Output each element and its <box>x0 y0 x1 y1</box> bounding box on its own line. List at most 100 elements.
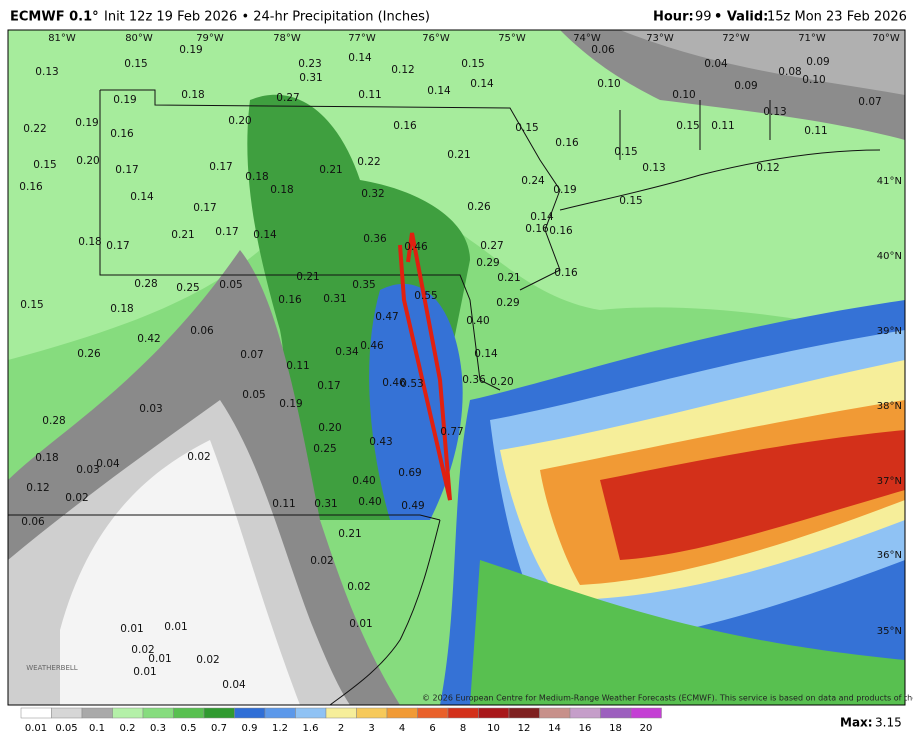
coastline <box>559 149 881 211</box>
legend-swatch <box>539 707 571 719</box>
precip-value: 0.02 <box>196 654 219 666</box>
precip-value: 0.03 <box>139 403 162 415</box>
precip-value: 0.29 <box>476 257 499 269</box>
precip-value: 0.69 <box>398 467 421 479</box>
precip-value: 0.02 <box>187 451 210 463</box>
precip-value: 0.21 <box>447 149 470 161</box>
precip-value: 0.31 <box>314 498 337 510</box>
precip-value: 0.05 <box>242 389 265 401</box>
credit: © 2026 European Centre for Medium-Range … <box>422 694 913 703</box>
precip-value: 0.18 <box>245 171 268 183</box>
legend-swatch <box>447 707 479 719</box>
precip-value: 0.11 <box>272 498 295 510</box>
precip-value: 0.26 <box>77 348 101 360</box>
precip-value: 0.14 <box>348 52 372 64</box>
precip-value: 0.53 <box>400 378 423 390</box>
precip-value: 0.10 <box>802 74 825 86</box>
precip-value: 0.40 <box>358 496 381 508</box>
precip-value: 0.23 <box>298 58 321 70</box>
legend-swatch <box>386 707 418 719</box>
precip-value: 0.15 <box>614 146 637 158</box>
longitude-label: 76°W <box>422 33 450 44</box>
legend-level: 6 <box>429 723 435 734</box>
legend-swatch <box>478 707 510 719</box>
precip-value: 0.77 <box>440 426 463 438</box>
precip-value: 0.36 <box>363 233 387 245</box>
legend-level: 2 <box>338 723 344 734</box>
legend-level: 0.5 <box>181 723 197 734</box>
legend-level: 14 <box>548 723 561 734</box>
legend-level: 12 <box>518 723 531 734</box>
precip-value: 0.11 <box>286 360 309 372</box>
valid-time: 15z Mon 23 Feb 2026 <box>767 10 907 25</box>
longitude-label: 71°W <box>798 33 826 44</box>
precip-value: 0.04 <box>222 679 246 691</box>
precip-value: 0.17 <box>106 240 129 252</box>
state-border <box>100 89 561 291</box>
precip-value: 0.17 <box>115 164 138 176</box>
precip-value: 0.14 <box>253 229 277 241</box>
precip-value: 0.17 <box>317 380 340 392</box>
legend-swatch <box>325 707 357 719</box>
legend-swatch <box>112 707 144 719</box>
precip-value: 0.40 <box>352 475 375 487</box>
precip-value: 0.04 <box>96 458 120 470</box>
state-border <box>8 514 441 521</box>
precip-value: 0.16 <box>549 225 573 237</box>
precip-value: 0.46 <box>382 377 406 389</box>
precip-value: 0.12 <box>391 64 414 76</box>
precip-value: 0.16 <box>393 120 417 132</box>
precip-value: 0.01 <box>164 621 187 633</box>
legend-swatch <box>600 707 632 719</box>
precip-value: 0.18 <box>110 303 133 315</box>
legend-swatch <box>81 707 113 719</box>
precip-value: 0.19 <box>179 44 202 56</box>
precip-value: 0.02 <box>131 644 154 656</box>
valid-label: • Valid: <box>714 10 768 25</box>
longitude-label: 75°W <box>498 33 526 44</box>
precip-value: 0.19 <box>553 184 576 196</box>
precip-value: 0.20 <box>490 376 513 388</box>
legend-swatch <box>630 707 662 719</box>
longitude-label: 72°W <box>722 33 750 44</box>
precip-value: 0.20 <box>228 115 251 127</box>
state-border <box>99 90 501 391</box>
precip-value: 0.34 <box>335 346 359 358</box>
precip-value: 0.20 <box>318 422 341 434</box>
precip-value: 0.16 <box>555 137 579 149</box>
precip-value: 0.46 <box>360 340 384 352</box>
precip-value: 0.21 <box>338 528 361 540</box>
precip-value: 0.10 <box>672 89 695 101</box>
legend-level: 16 <box>579 723 592 734</box>
precip-value: 0.15 <box>33 159 56 171</box>
precip-value: 0.18 <box>181 89 204 101</box>
precip-value: 0.29 <box>496 297 519 309</box>
precip-value: 0.13 <box>642 162 665 174</box>
logo: WEATHERBELL <box>26 664 78 672</box>
precip-value: 0.02 <box>310 555 333 567</box>
precip-value: 0.15 <box>619 195 642 207</box>
precip-value: 0.14 <box>474 348 498 360</box>
precip-value: 0.11 <box>358 89 381 101</box>
legend-level: 0.9 <box>242 723 258 734</box>
precip-value: 0.28 <box>42 415 65 427</box>
precip-value: 0.17 <box>193 202 216 214</box>
precip-value: 0.18 <box>35 452 58 464</box>
precip-value: 0.20 <box>76 155 99 167</box>
precip-value: 0.13 <box>35 66 58 78</box>
model-name: ECMWF 0.1° <box>10 10 99 25</box>
precip-value: 0.46 <box>404 241 428 253</box>
precip-value: 0.15 <box>124 58 147 70</box>
precip-value: 0.06 <box>190 325 214 337</box>
precip-value: 0.27 <box>480 240 503 252</box>
precip-value: 0.14 <box>470 78 494 90</box>
precip-value: 0.49 <box>401 500 424 512</box>
latitude-label: 40°N <box>877 251 902 262</box>
coastline <box>329 519 441 705</box>
precip-value: 0.17 <box>209 161 232 173</box>
legend-level: 1.2 <box>272 723 288 734</box>
precip-value: 0.16 <box>19 181 43 193</box>
legend-level: 10 <box>487 723 500 734</box>
precip-value: 0.01 <box>148 653 171 665</box>
